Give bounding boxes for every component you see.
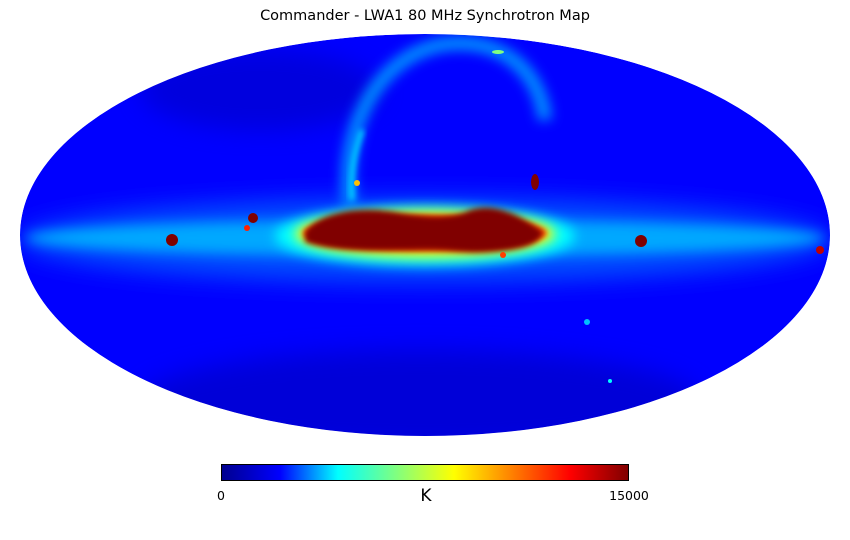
colorbar-min-label: 0	[217, 488, 225, 503]
colorbar-unit-label: K	[420, 486, 432, 506]
source-a	[248, 213, 258, 223]
source-j	[500, 252, 506, 258]
dark-region-south	[140, 350, 700, 436]
source-cyg	[166, 234, 178, 246]
source-h	[584, 319, 590, 325]
dark-region-north	[140, 50, 380, 130]
north-polar-spur	[341, 36, 552, 207]
spur-filament	[349, 129, 365, 201]
source-b	[244, 225, 250, 231]
colorbar-max-label: 15000	[609, 488, 649, 503]
source-e	[816, 246, 824, 254]
sky-map	[20, 34, 830, 436]
source-c	[531, 174, 539, 190]
map-title: Commander - LWA1 80 MHz Synchrotron Map	[260, 8, 590, 24]
source-i	[608, 379, 612, 383]
source-g	[492, 50, 504, 54]
source-f	[354, 180, 360, 186]
source-d	[635, 235, 647, 247]
colorbar	[221, 464, 629, 481]
galactic-center	[305, 207, 543, 253]
